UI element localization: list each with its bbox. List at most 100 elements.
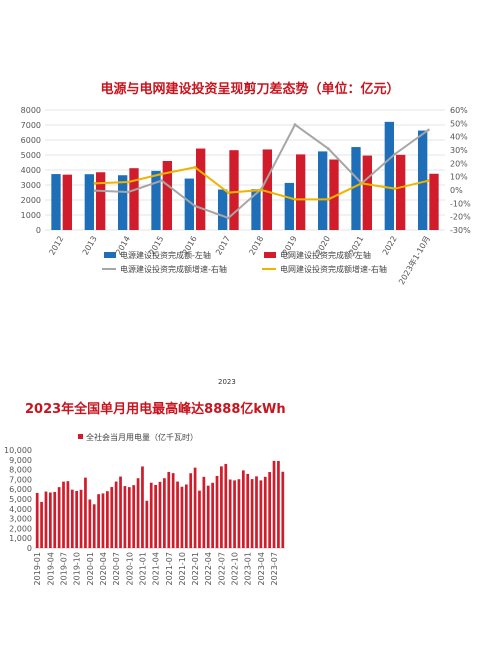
x-axis-tick: 2020-07	[112, 552, 121, 585]
left-axis-tick: 8000	[21, 106, 41, 115]
investment-chart: 电源与电网建设投资呈现剪刀差态势（单位：亿元） 0 1000 2000 3000 4000…	[21, 81, 471, 286]
monthly-usage-bar	[40, 501, 43, 548]
x-axis-tick: 2021-01	[138, 552, 147, 585]
right-axis-tick: 10%	[450, 173, 468, 182]
x-axis-tick: 2021-07	[165, 552, 174, 585]
power-investment-bar	[251, 189, 261, 230]
y-axis-tick: 3,000	[9, 515, 32, 524]
left-axis-tick: 5000	[21, 151, 41, 160]
grid-investment-bar	[329, 159, 339, 230]
x-axis-tick: 2013	[81, 235, 99, 257]
monthly-usage-bar	[171, 473, 175, 548]
left-axis-tick: 4000	[21, 166, 41, 175]
grid-growth-line	[94, 166, 429, 201]
monthly-usage-bar	[259, 480, 263, 548]
power-investment-bar	[51, 174, 61, 230]
power-investment-bar	[284, 182, 294, 230]
power-growth-point	[226, 216, 230, 220]
grid-growth-point	[160, 172, 164, 176]
grid-growth-point	[226, 191, 230, 195]
legend-swatch	[78, 434, 83, 439]
chart-title: 2023年全国单月用电最高峰达8888亿kWh	[25, 401, 286, 417]
legend-label: 电网建设投资完成额增速-右轴	[280, 264, 387, 274]
right-axis-tick: -30%	[450, 226, 471, 235]
right-axis-tick: -20%	[450, 213, 471, 222]
x-axis-tick: 2020-01	[86, 552, 95, 585]
monthly-usage-bar	[70, 489, 74, 548]
grid-growth-point	[326, 197, 330, 201]
power-investment-bar	[184, 178, 194, 230]
grid-investment-bar	[296, 154, 306, 230]
power-growth-point	[93, 189, 97, 193]
x-axis-tick: 2019-01	[33, 552, 42, 585]
monthly-usage-bar	[246, 473, 250, 548]
y-axis-tick: 2,000	[9, 524, 32, 533]
x-axis-tick: 2019-07	[60, 552, 69, 585]
power-growth-point	[126, 190, 130, 194]
x-axis-tick: 2022-04	[204, 552, 213, 585]
monthly-usage-bar	[220, 466, 223, 548]
monthly-usage-bar	[57, 487, 61, 548]
monthly-usage-bar	[233, 480, 236, 548]
grid-investment-bar	[429, 173, 439, 230]
right-axis-tick: -10%	[450, 199, 471, 208]
monthly-usage-bar	[215, 475, 219, 548]
power-investment-bar	[384, 121, 394, 230]
left-axis-tick: 0	[36, 226, 41, 235]
y-axis-tick: 7,000	[9, 475, 32, 484]
monthly-usage-bar	[132, 485, 136, 548]
grid-growth-point	[393, 187, 397, 191]
grid-growth-point	[293, 197, 297, 201]
power-investment-bar	[418, 130, 428, 230]
power-growth-line	[94, 123, 429, 220]
monthly-usage-bar	[250, 479, 254, 548]
x-axis-tick: 2018	[247, 235, 265, 257]
y-axis-tick: 4,000	[9, 505, 32, 514]
y-axis-tick: 1,000	[9, 534, 32, 543]
x-axis-tick: 2020-10	[125, 552, 134, 585]
x-axis-tick: 2022	[381, 235, 399, 257]
monthly-usage-bar	[241, 470, 245, 548]
x-axis-tick: 2021-04	[152, 552, 161, 585]
x-axis-tick: 2021-10	[178, 552, 187, 585]
power-growth-point	[393, 152, 397, 156]
legend-label: 电源建设投资完成额-左轴	[120, 250, 211, 260]
grid-growth-point	[126, 180, 130, 184]
monthly-usage-bar	[110, 487, 114, 548]
legend-label: 电网建设投资完成额-左轴	[280, 250, 371, 260]
y-axis-tick: 8,000	[9, 466, 32, 475]
monthly-usage-bar	[141, 466, 144, 548]
monthly-usage-bar	[44, 491, 48, 548]
monthly-usage-bar	[268, 472, 272, 548]
monthly-usage-bar	[272, 460, 276, 548]
left-axis-tick: 7000	[21, 121, 41, 130]
chart-title: 电源与电网建设投资呈现剪刀差态势（单位：亿元）	[100, 81, 399, 97]
x-axis-tick: 2023-01	[244, 552, 253, 585]
monthly-usage-bar	[66, 481, 70, 548]
y-axis-tick: 6,000	[9, 485, 32, 494]
grid-investment-bar	[196, 148, 206, 230]
right-axis-tick: 40%	[450, 133, 468, 142]
monthly-usage-bar	[211, 482, 214, 548]
grid-investment-bar	[129, 168, 139, 230]
grid-investment-bar	[362, 155, 372, 230]
grid-investment-bar	[96, 172, 106, 230]
monthly-usage-bar	[97, 494, 100, 548]
monthly-usage-bar	[193, 467, 197, 548]
power-growth-point	[426, 128, 430, 132]
y-axis-tick: 10,000	[4, 446, 32, 455]
power-investment-bar	[151, 170, 161, 230]
monthly-usage-bar	[92, 504, 96, 548]
x-axis-tick: 2019-10	[73, 552, 82, 585]
power-growth-point	[326, 147, 330, 151]
monthly-usage-bar	[158, 481, 162, 548]
legend-label: 全社会当月用电量（亿千瓦时）	[86, 432, 198, 442]
monthly-usage-bar	[88, 499, 92, 548]
power-investment-bar	[318, 151, 328, 230]
grid-investment-bar	[162, 161, 172, 230]
grid-investment-bar	[229, 150, 239, 230]
left-axis-tick: 6000	[21, 136, 41, 145]
monthly-usage-bar	[281, 471, 285, 548]
x-axis-tick: 2022-01	[191, 552, 200, 585]
monthly-usage-bar	[180, 486, 184, 548]
